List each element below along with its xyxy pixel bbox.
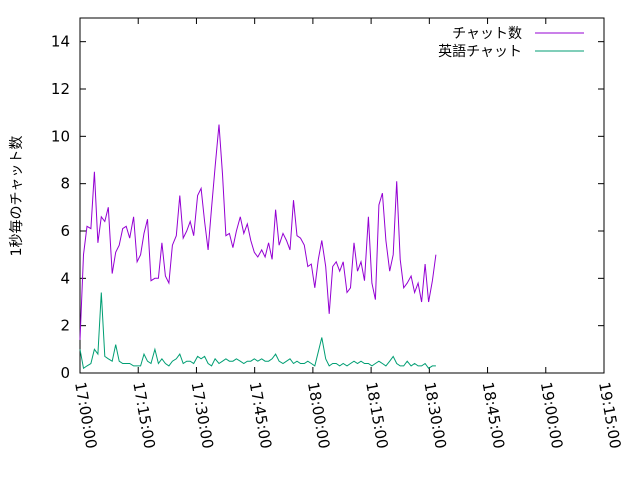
y-tick-label: 14 (51, 33, 70, 51)
x-tick-label: 19:00:00 (537, 381, 566, 450)
x-tick-label: 17:00:00 (71, 381, 100, 450)
y-axis-label: 1秒毎のチャット数 (9, 136, 25, 257)
x-tick-label: 18:30:00 (420, 381, 449, 450)
y-tick-label: 12 (51, 80, 70, 98)
legend-label-0: チャット数 (452, 26, 522, 42)
x-tick-label: 18:15:00 (362, 381, 391, 450)
y-tick-label: 6 (60, 222, 70, 240)
series-lines (79, 124, 437, 370)
plot-frame (79, 17, 605, 374)
x-tick-label: 18:00:00 (304, 381, 333, 450)
x-tick-label: 19:15:00 (595, 381, 624, 450)
series-line-0 (79, 124, 437, 340)
x-tick-label: 17:30:00 (188, 381, 217, 450)
series-line-1 (79, 292, 436, 370)
x-tick-label: 18:45:00 (479, 381, 508, 450)
x-tick-label: 17:45:00 (246, 381, 275, 450)
x-axis: 17:00:00 17:15:00 17:30:00 17:45:00 18:00:00… (71, 18, 624, 450)
y-tick-label: 10 (51, 127, 70, 145)
y-tick-label: 4 (60, 269, 70, 287)
x-tick-label: 17:15:00 (129, 381, 158, 450)
legend-label-1: 英語チャット (438, 43, 522, 60)
y-axis: 0 2 4 6 8 10 12 14 (51, 33, 604, 382)
y-tick-label: 0 (60, 364, 70, 382)
y-tick-label: 2 (60, 317, 70, 335)
y-tick-label: 8 (60, 175, 70, 193)
